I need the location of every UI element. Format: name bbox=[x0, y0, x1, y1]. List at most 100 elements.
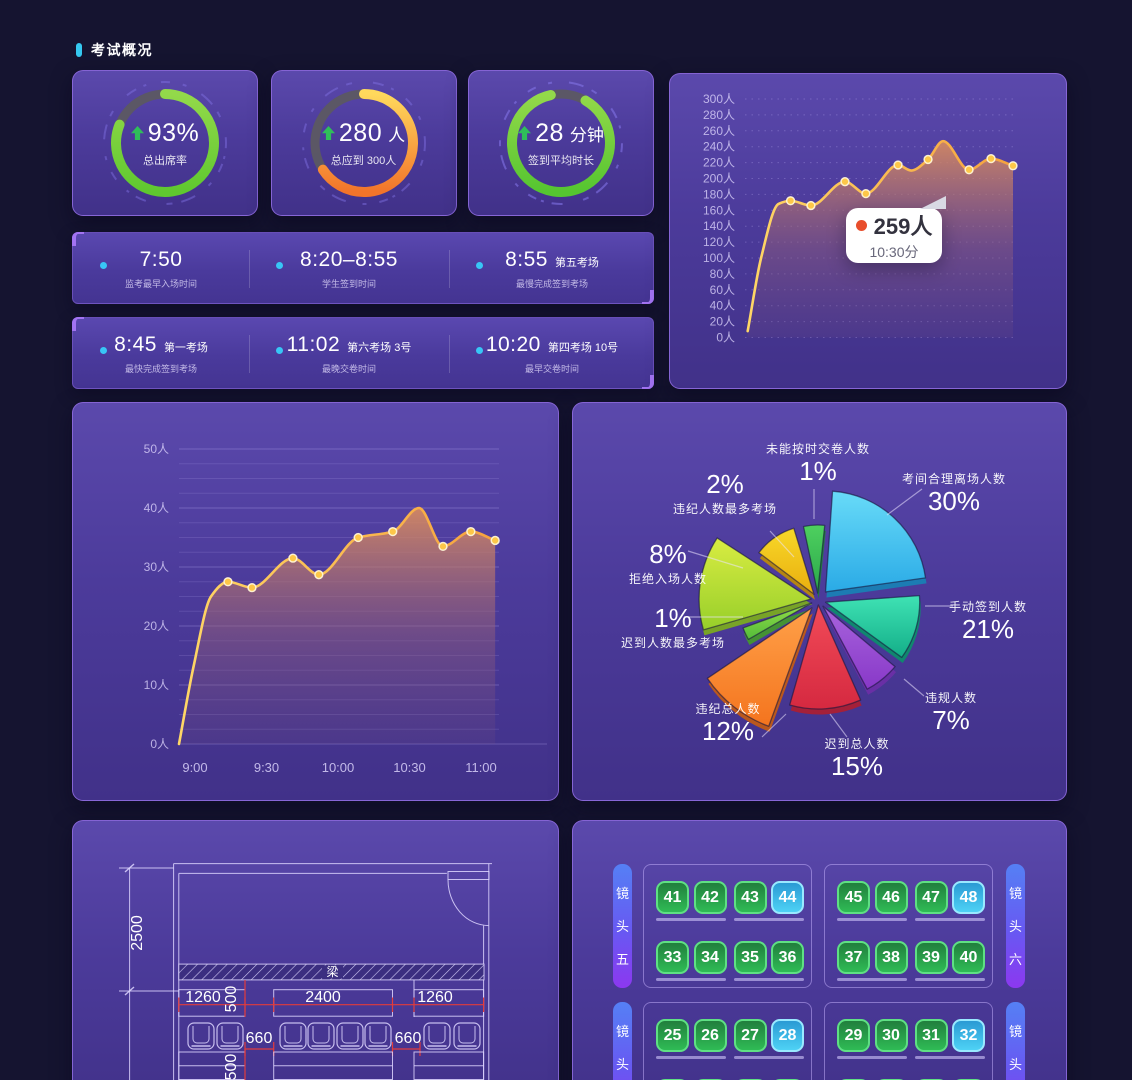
pie-slice[interactable] bbox=[698, 537, 812, 631]
exam-pie-chart bbox=[684, 488, 953, 738]
cyan-dot-icon bbox=[100, 346, 107, 354]
info-time-line: 7:50 bbox=[140, 248, 183, 272]
stat-content: 280 人总应到 300人 bbox=[289, 68, 439, 218]
seat-40[interactable]: 40 bbox=[952, 941, 985, 974]
seat-28[interactable]: 28 bbox=[771, 1019, 804, 1052]
seat-46[interactable]: 46 bbox=[874, 881, 908, 914]
info-time-line: 8:45 第一考场 bbox=[114, 333, 208, 357]
seat-group bbox=[824, 864, 993, 988]
stat-value: 28 bbox=[535, 118, 564, 147]
pie-label: 手动签到人数 21% bbox=[949, 598, 1027, 645]
pie-label-pct: 1% bbox=[799, 456, 837, 486]
info-sublabel: 最晚交卷时间 bbox=[321, 363, 376, 374]
info-sublabel: 最快完成签到考场 bbox=[124, 363, 197, 374]
x-axis-label: 9:00 bbox=[182, 760, 207, 775]
seat-25[interactable]: 25 bbox=[656, 1019, 689, 1052]
stat-value-line: 280 人 bbox=[321, 118, 405, 148]
signin-trend-panel: 0人 10人 20人 30人 40人 50人 9:00 9:30 10:00 10:30 11:00 bbox=[72, 402, 559, 801]
seat-45[interactable]: 45 bbox=[837, 881, 870, 914]
info-time: 8:20–8:55 bbox=[300, 247, 398, 271]
camera-label-text: 镜头五 bbox=[616, 864, 629, 988]
stat-label: 签到平均时长 bbox=[528, 154, 594, 167]
stat-content: 28 分钟签到平均时长 bbox=[486, 68, 636, 218]
y-axis-label: 200人 bbox=[703, 172, 735, 186]
tooltip-time: 10:30分 bbox=[869, 244, 919, 260]
pie-slice[interactable] bbox=[758, 527, 815, 595]
separator bbox=[249, 249, 250, 288]
info-item: 8:20–8:55 学生签到时间 bbox=[249, 233, 449, 303]
info-sublabel: 监考最早入场时间 bbox=[124, 278, 197, 289]
pie-slice[interactable] bbox=[706, 607, 813, 727]
dimension-label: 1260 bbox=[417, 989, 453, 1006]
seat-33[interactable]: 33 bbox=[656, 941, 689, 974]
stat-value-line: 93% bbox=[130, 118, 200, 148]
pie-slice[interactable] bbox=[825, 594, 921, 659]
seat-47[interactable]: 47 bbox=[914, 881, 948, 914]
seat-39[interactable]: 39 bbox=[914, 941, 948, 974]
seat-32[interactable]: 32 bbox=[952, 1019, 985, 1052]
dimension-label: 500 bbox=[223, 1054, 240, 1080]
seat-29[interactable]: 29 bbox=[837, 1019, 870, 1052]
cyan-dot-icon bbox=[276, 346, 283, 354]
y-axis-label: 280人 bbox=[703, 108, 735, 122]
stat-value: 93% bbox=[147, 118, 200, 147]
separator bbox=[449, 334, 450, 373]
stat-ring: 28 分钟签到平均时长 bbox=[486, 68, 636, 218]
seat-41[interactable]: 41 bbox=[656, 881, 689, 914]
seat-34[interactable]: 34 bbox=[693, 941, 727, 974]
pie-slice[interactable] bbox=[789, 604, 862, 710]
x-axis-label: 10:30 bbox=[393, 760, 426, 775]
stat-value: 280 bbox=[338, 118, 383, 147]
seat-44[interactable]: 44 bbox=[771, 881, 804, 914]
y-axis-label: 80人 bbox=[710, 267, 735, 281]
dimension-label: 2400 bbox=[305, 989, 341, 1006]
camera-label-text: 镜头八 bbox=[1009, 1002, 1022, 1080]
seat-43[interactable]: 43 bbox=[733, 881, 767, 914]
pie-label-name: 违纪总人数 bbox=[695, 702, 761, 716]
x-axis-label: 9:30 bbox=[254, 760, 279, 775]
pie-slice[interactable] bbox=[742, 602, 813, 641]
chart-tooltip: 259人 10:30分 bbox=[846, 208, 942, 263]
seat-38[interactable]: 38 bbox=[874, 941, 908, 974]
y-axis-label: 40人 bbox=[144, 501, 169, 515]
cyan-dot-icon bbox=[476, 346, 483, 354]
camera-label-char: 镜 bbox=[1008, 1023, 1022, 1039]
pie-slice[interactable] bbox=[802, 524, 826, 594]
pie-label-pct: 15% bbox=[830, 751, 884, 781]
section-marker-icon bbox=[76, 43, 82, 57]
pie-label-name: 违规人数 bbox=[924, 691, 978, 705]
seat-map-panel: 41 42 43 44 33 34 35 36 45 46 47 48 37 38 39 40 25 26 27 28… bbox=[572, 820, 1067, 1080]
seat-27[interactable]: 27 bbox=[733, 1019, 767, 1052]
y-axis-label: 50人 bbox=[144, 442, 169, 456]
y-axis-label: 140人 bbox=[703, 219, 735, 233]
info-item: 8:55 第五考场 最慢完成签到考场 bbox=[449, 233, 655, 303]
pie-label: 8% 拒绝入场人数 bbox=[628, 539, 708, 587]
camera-label-text: 镜头六 bbox=[1009, 864, 1022, 988]
attendance-trend-panel: 0人 20人 40人 60人 80人 100人 120人 140人 160人 180人 200人 22… bbox=[669, 73, 1067, 389]
info-item: 10:20 第四考场 10号 最早交卷时间 bbox=[449, 318, 655, 388]
seat-26[interactable]: 26 bbox=[693, 1019, 727, 1052]
pie-label-pct: 2% bbox=[706, 469, 744, 499]
seat-37[interactable]: 37 bbox=[837, 941, 870, 974]
seat-42[interactable]: 42 bbox=[693, 881, 727, 914]
pie-label-name: 拒绝入场人数 bbox=[628, 571, 708, 586]
info-time-line: 8:55 第五考场 bbox=[505, 248, 599, 272]
y-axis-label: 160人 bbox=[703, 203, 735, 217]
camera-label: 镜头六 bbox=[1006, 864, 1025, 988]
stat-unit: 分钟 bbox=[569, 125, 604, 145]
desk-line bbox=[733, 978, 804, 981]
seat-31[interactable]: 31 bbox=[914, 1019, 948, 1052]
cyan-dot-icon bbox=[476, 261, 483, 269]
seat-36[interactable]: 36 bbox=[771, 941, 804, 974]
pie-slice[interactable] bbox=[822, 605, 896, 690]
y-axis-label: 220人 bbox=[703, 156, 735, 170]
tooltip-row: 259人 bbox=[855, 209, 932, 241]
seat-35[interactable]: 35 bbox=[733, 941, 767, 974]
seat-30[interactable]: 30 bbox=[874, 1019, 908, 1052]
info-time: 8:55 bbox=[505, 247, 548, 271]
seat-48[interactable]: 48 bbox=[952, 881, 985, 914]
up-arrow-icon bbox=[321, 126, 335, 140]
pie-slice[interactable] bbox=[824, 490, 927, 593]
info-suffix: 第六考场 3号 bbox=[347, 341, 412, 354]
